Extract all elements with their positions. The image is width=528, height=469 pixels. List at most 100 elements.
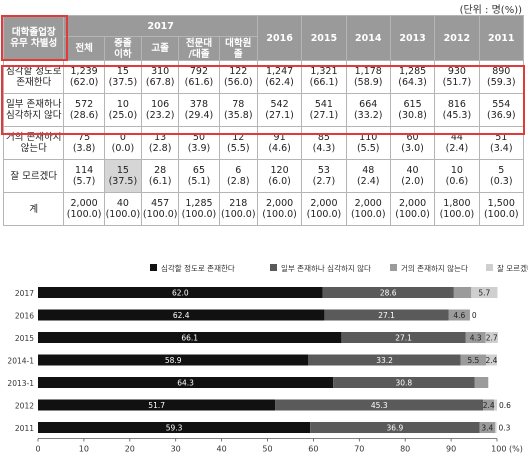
data-label: 4.6 <box>453 311 465 320</box>
table-year-header-2014: 2014 <box>345 15 391 61</box>
data-label: 2.4 <box>486 356 498 365</box>
bar-segment <box>479 422 496 433</box>
bar-segment <box>495 422 497 433</box>
x-tick-label: 0 <box>35 445 40 454</box>
category-label-1: 2016 <box>15 312 34 321</box>
data-label: 5.5 <box>467 356 479 365</box>
legend-swatch-3 <box>486 264 493 271</box>
data-label: 4.3 <box>470 334 482 343</box>
table-cell: 5 (0.3) <box>478 159 525 193</box>
bar-segment <box>333 377 475 388</box>
table-cell: 1,247 (62.4) <box>256 60 303 94</box>
table-cell: 44 (2.4) <box>434 126 480 160</box>
x-tick-label: 70 <box>354 445 364 454</box>
table-cell: 792 (61.6) <box>178 60 220 94</box>
table-row: 심각할 정도로 존재한다 1,239 (62.0) 15 (37.5) 310 (67.8) 7… <box>2 60 525 94</box>
bar-segment <box>483 399 495 411</box>
bar-segment <box>341 332 466 343</box>
bar-segment <box>471 287 498 298</box>
bar-segment <box>448 309 470 321</box>
bar-segment <box>485 332 498 343</box>
table-cell: 65 (5.1) <box>178 159 220 193</box>
table-row: 잘 모르겠다 114 (5.7) 15 (37.5) 28 (6.1) 65 (5.1) 6 (2.… <box>2 159 525 193</box>
data-label: 27.1 <box>395 334 412 343</box>
table-row-label: 계 <box>2 192 65 226</box>
table-cell: 122 (56.0) <box>218 60 258 94</box>
data-label: 62.0 <box>172 289 189 298</box>
table-cell: 51 (3.4) <box>478 126 525 160</box>
table-row: 거의 존재하지 않는다 75 (3.8) 0 (0.0) 13 (2.8) 50 (3.9) 12(… <box>2 126 525 160</box>
table-cell: 1,239 (62.0) <box>63 60 105 94</box>
x-tick-label: 20 <box>125 445 135 454</box>
table-cell: 890 (59.3) <box>478 60 525 94</box>
table-group-header-2017: 2017 <box>63 15 258 37</box>
table-sub-header-1: 중졸 이하 <box>103 36 143 61</box>
table-cell: 1,178 (58.9) <box>345 60 391 94</box>
table-cell: 1,321 (66.1) <box>301 60 347 94</box>
table-cell: 6 (2.8) <box>218 159 258 193</box>
bar-segment <box>38 287 323 298</box>
table-cell: 48 (2.4) <box>345 159 391 193</box>
bar-segment <box>310 422 480 433</box>
bar-segment <box>38 309 325 321</box>
legend-label-3: 잘 모르겠다 <box>497 263 528 273</box>
bar-segment <box>38 354 309 366</box>
table-cell: 1,285 (64.3) <box>389 60 436 94</box>
table-cell: 2,000 (100.0) <box>63 192 105 226</box>
table-cell: 40 (2.0) <box>389 159 436 193</box>
bar-segment <box>494 399 497 411</box>
table-row: 일부 존재하나 심각하지 않다 572 (28.6) 10 (25.0) 106 (23.2)… <box>2 93 525 127</box>
table-cell: 10 (0.6) <box>434 159 480 193</box>
table-year-header-2011: 2011 <box>478 15 525 61</box>
table-year-header-2013: 2013 <box>389 15 436 61</box>
table-cell: 218 (100.0) <box>218 192 258 226</box>
table-cell: 15 (37.5) <box>103 60 143 94</box>
bar-segment <box>453 287 472 298</box>
bar-segment <box>474 377 489 388</box>
table-cell: 542 (27.1) <box>256 93 303 127</box>
table-cell: 114 (5.7) <box>63 159 105 193</box>
data-label: 64.3 <box>177 379 194 388</box>
data-label: 3.4 <box>481 424 493 433</box>
table-corner-header: 대학졸업장 유무 차별성 <box>2 15 65 61</box>
table-cell: 2,000 (100.0) <box>301 192 347 226</box>
data-label: 2.4 <box>483 401 495 410</box>
bar-segment <box>322 287 454 298</box>
table-cell: 60 (3.0) <box>389 126 436 160</box>
table-row-label: 잘 모르겠다 <box>2 159 65 193</box>
table-row-label: 심각할 정도로 존재한다 <box>2 60 65 94</box>
bar-segment <box>275 399 484 411</box>
table-cell: 78 (35.8) <box>218 93 258 127</box>
legend-swatch-2 <box>390 264 397 271</box>
table-cell: 2,000 (100.0) <box>345 192 391 226</box>
data-label: 58.9 <box>165 356 182 365</box>
category-label-3: 2014-1 <box>7 357 34 366</box>
data-label: 0 <box>472 311 477 320</box>
x-tick-label: 10 <box>79 445 89 454</box>
bar-segment <box>460 354 486 366</box>
table-cell: 91 (4.6) <box>256 126 303 160</box>
bar-segment <box>38 332 342 343</box>
legend-label-0: 심각할 정도로 존재한다 <box>161 263 235 273</box>
x-tick-label: 40 <box>217 445 227 454</box>
x-tick-label: 90 <box>446 445 456 454</box>
table-year-header-2016: 2016 <box>256 15 303 61</box>
table-cell: 13 (2.8) <box>141 126 180 160</box>
table-cell: 541 (27.1) <box>301 93 347 127</box>
data-label: 59.3 <box>166 424 183 433</box>
data-label: 66.1 <box>181 334 198 343</box>
data-label: 62.4 <box>173 311 190 320</box>
bar-segment <box>465 332 486 343</box>
bar-segment <box>38 377 334 388</box>
x-tick-label: 80 <box>400 445 410 454</box>
table-cell: 53 (2.7) <box>301 159 347 193</box>
table-cell: 0 (0.0) <box>103 126 143 160</box>
data-label: 0.6 <box>499 401 511 410</box>
table-cell: 110 (5.5) <box>345 126 391 160</box>
legend-swatch-0 <box>150 264 157 271</box>
category-label-0: 2017 <box>15 289 34 298</box>
data-label: 2.7 <box>486 334 498 343</box>
table-cell: 2,000 (100.0) <box>256 192 303 226</box>
table-cell: 1,500 (100.0) <box>478 192 525 226</box>
table-cell: 1,285 (100.0) <box>178 192 220 226</box>
